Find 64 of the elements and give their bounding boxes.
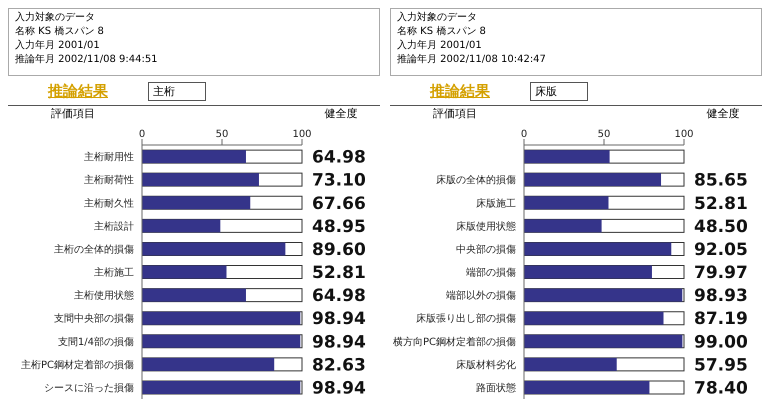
text: 入力対象のデータ bbox=[397, 11, 478, 25]
data-label: 64.98 bbox=[312, 286, 366, 306]
y-tick-label: 床版張り出し部の損傷 bbox=[416, 312, 516, 325]
data-label: 98.93 bbox=[694, 286, 748, 306]
text: 入力年月 2001/01 bbox=[397, 39, 483, 53]
y-tick-label: 主桁設計 bbox=[94, 220, 134, 232]
data-label: 64.98 bbox=[312, 148, 366, 168]
data-label: 89.60 bbox=[312, 240, 366, 260]
y-tick-label: 主桁の全体的損傷 bbox=[54, 243, 134, 256]
y-tick-label: 端部の損傷 bbox=[466, 266, 516, 279]
x-tick-label: 0 bbox=[520, 129, 528, 140]
y-tick-label: 主桁耐久性 bbox=[84, 197, 134, 210]
data-label: 48.95 bbox=[312, 216, 366, 237]
text: 推論年月 2002/11/08 9:44:51 bbox=[15, 53, 159, 67]
data-label: 79.97 bbox=[694, 263, 748, 284]
x-tick-label: 50 bbox=[598, 129, 610, 140]
y-tick-label: 床版使用状態 bbox=[456, 220, 516, 232]
y-tick-label: 主桁耐荷性 bbox=[84, 174, 134, 186]
data-label: 57.95 bbox=[694, 355, 748, 376]
text: 入力対象のデータ bbox=[15, 11, 96, 25]
data-label: 67.66 bbox=[312, 194, 366, 214]
text: 健全度 bbox=[706, 106, 740, 121]
y-tick-label: 主桁PC鋼材定着部の損傷 bbox=[20, 358, 134, 371]
y-tick-label: 支間中央部の損傷 bbox=[54, 312, 134, 325]
y-tick-label: 主桁施工 bbox=[94, 266, 134, 279]
y-tick-label: 床版材料劣化 bbox=[456, 358, 516, 371]
x-tick-label: 100 bbox=[674, 129, 694, 140]
data-label: 98.94 bbox=[312, 378, 366, 398]
y-tick-label: 主桁耐用性 bbox=[84, 151, 134, 164]
chart-title: 推論結果 bbox=[430, 82, 490, 101]
data-label: 92.05 bbox=[694, 240, 748, 260]
text: 推論年月 2002/11/08 10:42:47 bbox=[397, 53, 547, 67]
y-tick-label: 支間1/4部の損傷 bbox=[58, 336, 134, 348]
data-label: 52.81 bbox=[694, 194, 748, 214]
y-tick-label: 路面状態 bbox=[476, 382, 516, 394]
data-label: 99.00 bbox=[694, 332, 748, 352]
data-label: 48.50 bbox=[694, 216, 748, 237]
y-tick-label: 端部以外の損傷 bbox=[446, 290, 516, 302]
data-label: 98.94 bbox=[312, 332, 366, 352]
data-label: 82.63 bbox=[312, 355, 366, 376]
y-tick-label: 横方向PC鋼材定着部の損傷 bbox=[392, 336, 516, 348]
chart-subtitle: 主桁 bbox=[148, 82, 206, 101]
data-label: 78.40 bbox=[694, 378, 748, 398]
chart-subtitle: 床版 bbox=[530, 82, 588, 101]
text: 名称 KS 橋スパン 8 bbox=[15, 25, 105, 39]
y-tick-label: 中央部の損傷 bbox=[456, 243, 516, 256]
y-tick-label: シースに沿った損傷 bbox=[44, 382, 134, 394]
data-label: 98.94 bbox=[312, 309, 366, 330]
y-tick-label: 主桁使用状態 bbox=[74, 290, 134, 302]
y-axis-title: 評価項目 bbox=[432, 106, 478, 121]
x-tick-label: 100 bbox=[292, 129, 312, 140]
y-tick-label: 床版施工 bbox=[476, 197, 516, 210]
chart-title: 推論結果 bbox=[48, 82, 108, 101]
data-label: 52.81 bbox=[312, 263, 366, 284]
x-tick-label: 50 bbox=[216, 129, 228, 140]
data-label: 87.19 bbox=[694, 309, 748, 330]
data-label: 85.65 bbox=[694, 170, 748, 191]
x-tick-label: 0 bbox=[138, 129, 146, 140]
text: 健全度 bbox=[324, 106, 358, 121]
y-axis-title: 評価項目 bbox=[50, 106, 96, 121]
data-label: 73.10 bbox=[312, 170, 366, 191]
y-tick-label: 床版の全体的損傷 bbox=[436, 174, 516, 186]
text: 名称 KS 橋スパン 8 bbox=[397, 25, 487, 39]
text: 入力年月 2001/01 bbox=[15, 39, 101, 53]
